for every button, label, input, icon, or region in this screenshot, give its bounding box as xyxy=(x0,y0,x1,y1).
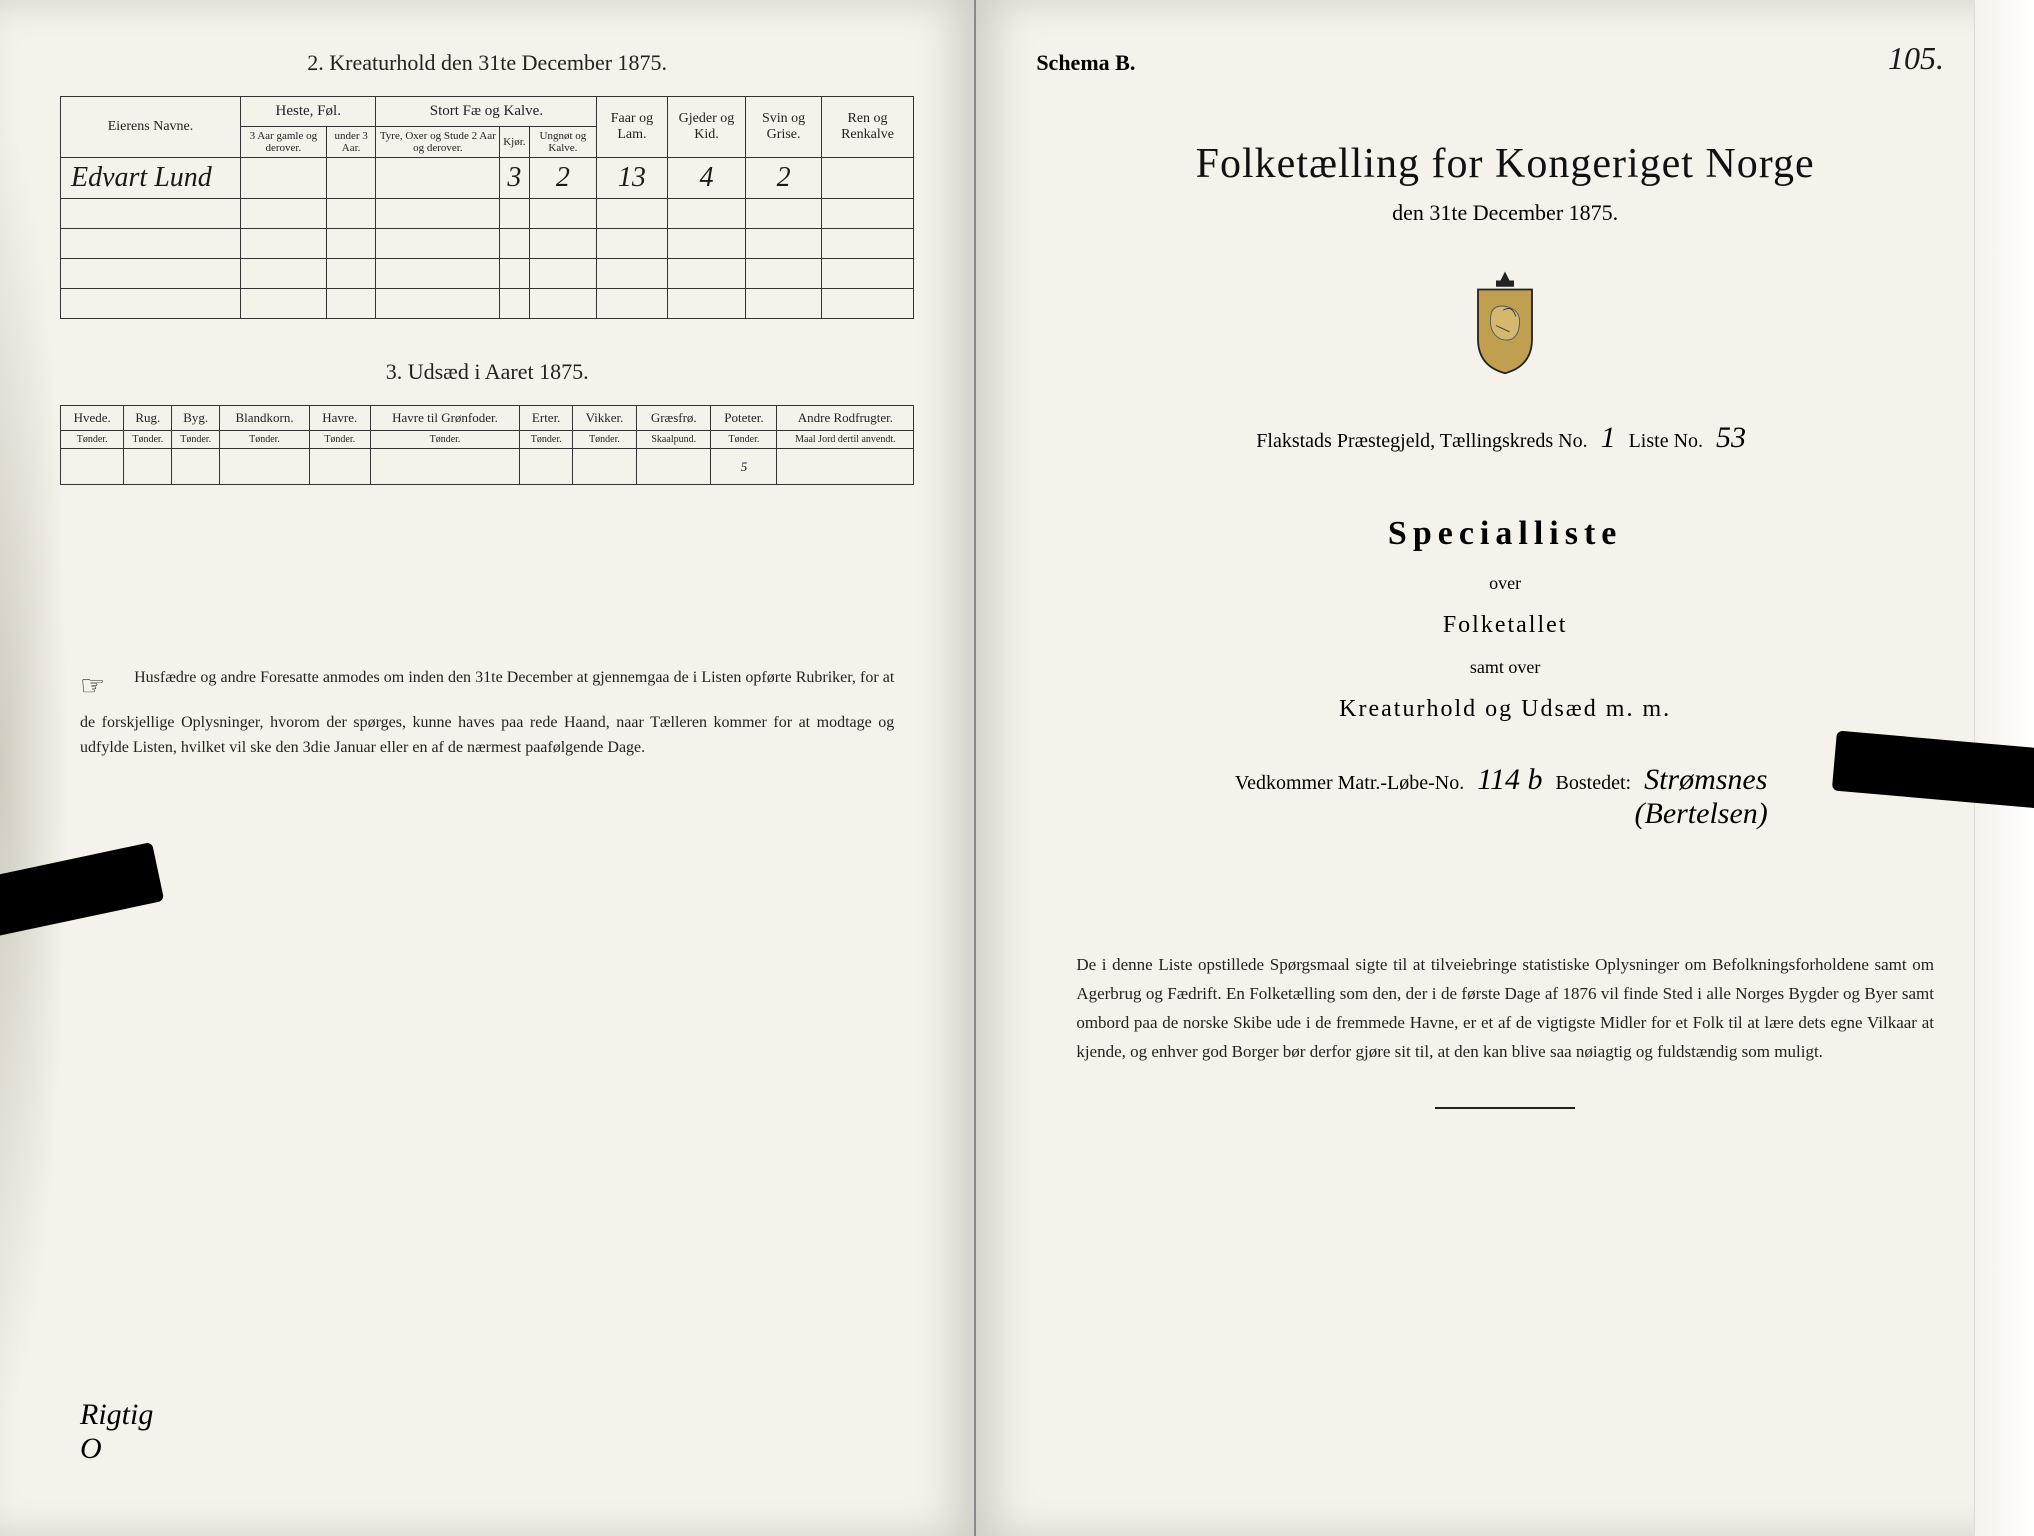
col-heste: Heste, Føl. xyxy=(241,97,376,127)
col: Havre til Grønfoder. xyxy=(370,406,520,431)
unit: Tønder. xyxy=(220,431,310,449)
col: Byg. xyxy=(172,406,220,431)
col: Erter. xyxy=(520,406,572,431)
specialliste: Specialliste xyxy=(1036,515,1974,553)
col: Andre Rodfrugter. xyxy=(777,406,914,431)
seed-table: Hvede. Rug. Byg. Blandkorn. Havre. Havre… xyxy=(60,405,914,485)
col: Græsfrø. xyxy=(637,406,711,431)
unit: Tønder. xyxy=(711,431,777,449)
unit: Tønder. xyxy=(520,431,572,449)
col-faar: Faar og Lam. xyxy=(597,97,667,158)
cell-poteter: 5 xyxy=(711,449,777,485)
matr-no: 114 b xyxy=(1477,763,1542,796)
liste-no: 53 xyxy=(1716,421,1746,454)
main-title: Folketælling for Kongeriget Norge xyxy=(1036,140,1974,188)
cell-svin: 2 xyxy=(746,158,821,199)
folketallet: Folketallet xyxy=(1036,612,1974,639)
subtitle: den 31te December 1875. xyxy=(1036,200,1974,226)
cell-ungnot: 2 xyxy=(529,158,597,199)
unit: Tønder. xyxy=(124,431,172,449)
bostedet-label: Bostedet: xyxy=(1556,772,1632,794)
samt: samt over xyxy=(1036,657,1974,678)
col-ren: Ren og Renkalve xyxy=(821,97,914,158)
table-row xyxy=(61,259,914,289)
cell-faar: 13 xyxy=(597,158,667,199)
cell xyxy=(821,158,914,199)
divider xyxy=(1435,1107,1575,1109)
section-3-title: 3. Udsæd i Aaret 1875. xyxy=(60,359,914,385)
table-row: Hvede. Rug. Byg. Blandkorn. Havre. Havre… xyxy=(61,406,914,431)
table-row: Tønder. Tønder. Tønder. Tønder. Tønder. … xyxy=(61,431,914,449)
unit: Tønder. xyxy=(172,431,220,449)
col: Havre. xyxy=(309,406,370,431)
parish-line: Flakstads Præstegjeld, Tællingskreds No.… xyxy=(1036,421,1974,455)
col-gjeder: Gjeder og Kid. xyxy=(667,97,746,158)
livestock-table: Eierens Navne. Heste, Føl. Stort Fæ og K… xyxy=(60,96,914,319)
table-row xyxy=(61,289,914,319)
unit: Tønder. xyxy=(309,431,370,449)
col-owner: Eierens Navne. xyxy=(61,97,241,158)
unit: Tønder. xyxy=(370,431,520,449)
footnote-text: Husfædre og andre Foresatte anmodes om i… xyxy=(80,669,894,756)
col-svin: Svin og Grise. xyxy=(746,97,821,158)
bottom-handwriting: Rigtig O xyxy=(80,1398,153,1466)
coat-of-arms-icon xyxy=(1455,266,1555,381)
table-row: 5 xyxy=(61,449,914,485)
unit: Tønder. xyxy=(572,431,636,449)
sub-stort1: Tyre, Oxer og Stude 2 Aar og derover. xyxy=(376,127,500,158)
matr-label: Vedkommer Matr.-Løbe-No. xyxy=(1235,772,1464,794)
cell xyxy=(241,158,327,199)
cell-kjor: 3 xyxy=(500,158,529,199)
left-page: 2. Kreaturhold den 31te December 1875. E… xyxy=(0,0,976,1536)
table-row: Edvart Lund 3 2 13 4 2 xyxy=(61,158,914,199)
spine-shadow xyxy=(0,0,80,1536)
sub-stort3: Ungnøt og Kalve. xyxy=(529,127,597,158)
cell-gjeder: 4 xyxy=(667,158,746,199)
col: Poteter. xyxy=(711,406,777,431)
table-row xyxy=(61,199,914,229)
sub-heste1: 3 Aar gamle og derover. xyxy=(241,127,327,158)
col: Rug. xyxy=(124,406,172,431)
parish-label: Flakstads Præstegjeld, Tællingskreds No. xyxy=(1256,430,1587,452)
col-stort: Stort Fæ og Kalve. xyxy=(376,97,597,127)
col: Blandkorn. xyxy=(220,406,310,431)
kreds-no: 1 xyxy=(1601,421,1616,454)
sub-heste2: under 3 Aar. xyxy=(326,127,376,158)
cell xyxy=(326,158,376,199)
over: over xyxy=(1036,573,1974,594)
footnote: ☞ Husfædre og andre Foresatte anmodes om… xyxy=(60,665,914,761)
pointing-hand-icon: ☞ xyxy=(80,665,130,710)
sub-stort2: Kjør. xyxy=(500,127,529,158)
liste-label: Liste No. xyxy=(1629,430,1703,452)
schema-label: Schema B. xyxy=(1036,50,1135,76)
unit: Skaalpund. xyxy=(637,431,711,449)
bostedet: Strømsnes xyxy=(1644,763,1767,796)
page-number: 105. xyxy=(1888,40,1944,77)
table-row xyxy=(61,229,914,259)
cell xyxy=(376,158,500,199)
bostedet2: (Bertelsen) xyxy=(1635,797,1768,830)
unit: Maal Jord dertil anvendt. xyxy=(777,431,914,449)
body-text: De i denne Liste opstillede Spørgsmaal s… xyxy=(1076,951,1934,1067)
section-2-title: 2. Kreaturhold den 31te December 1875. xyxy=(60,50,914,76)
col: Vikker. xyxy=(572,406,636,431)
cell-owner: Edvart Lund xyxy=(61,158,241,199)
kreaturhold: Kreaturhold og Udsæd m. m. xyxy=(1036,696,1974,723)
